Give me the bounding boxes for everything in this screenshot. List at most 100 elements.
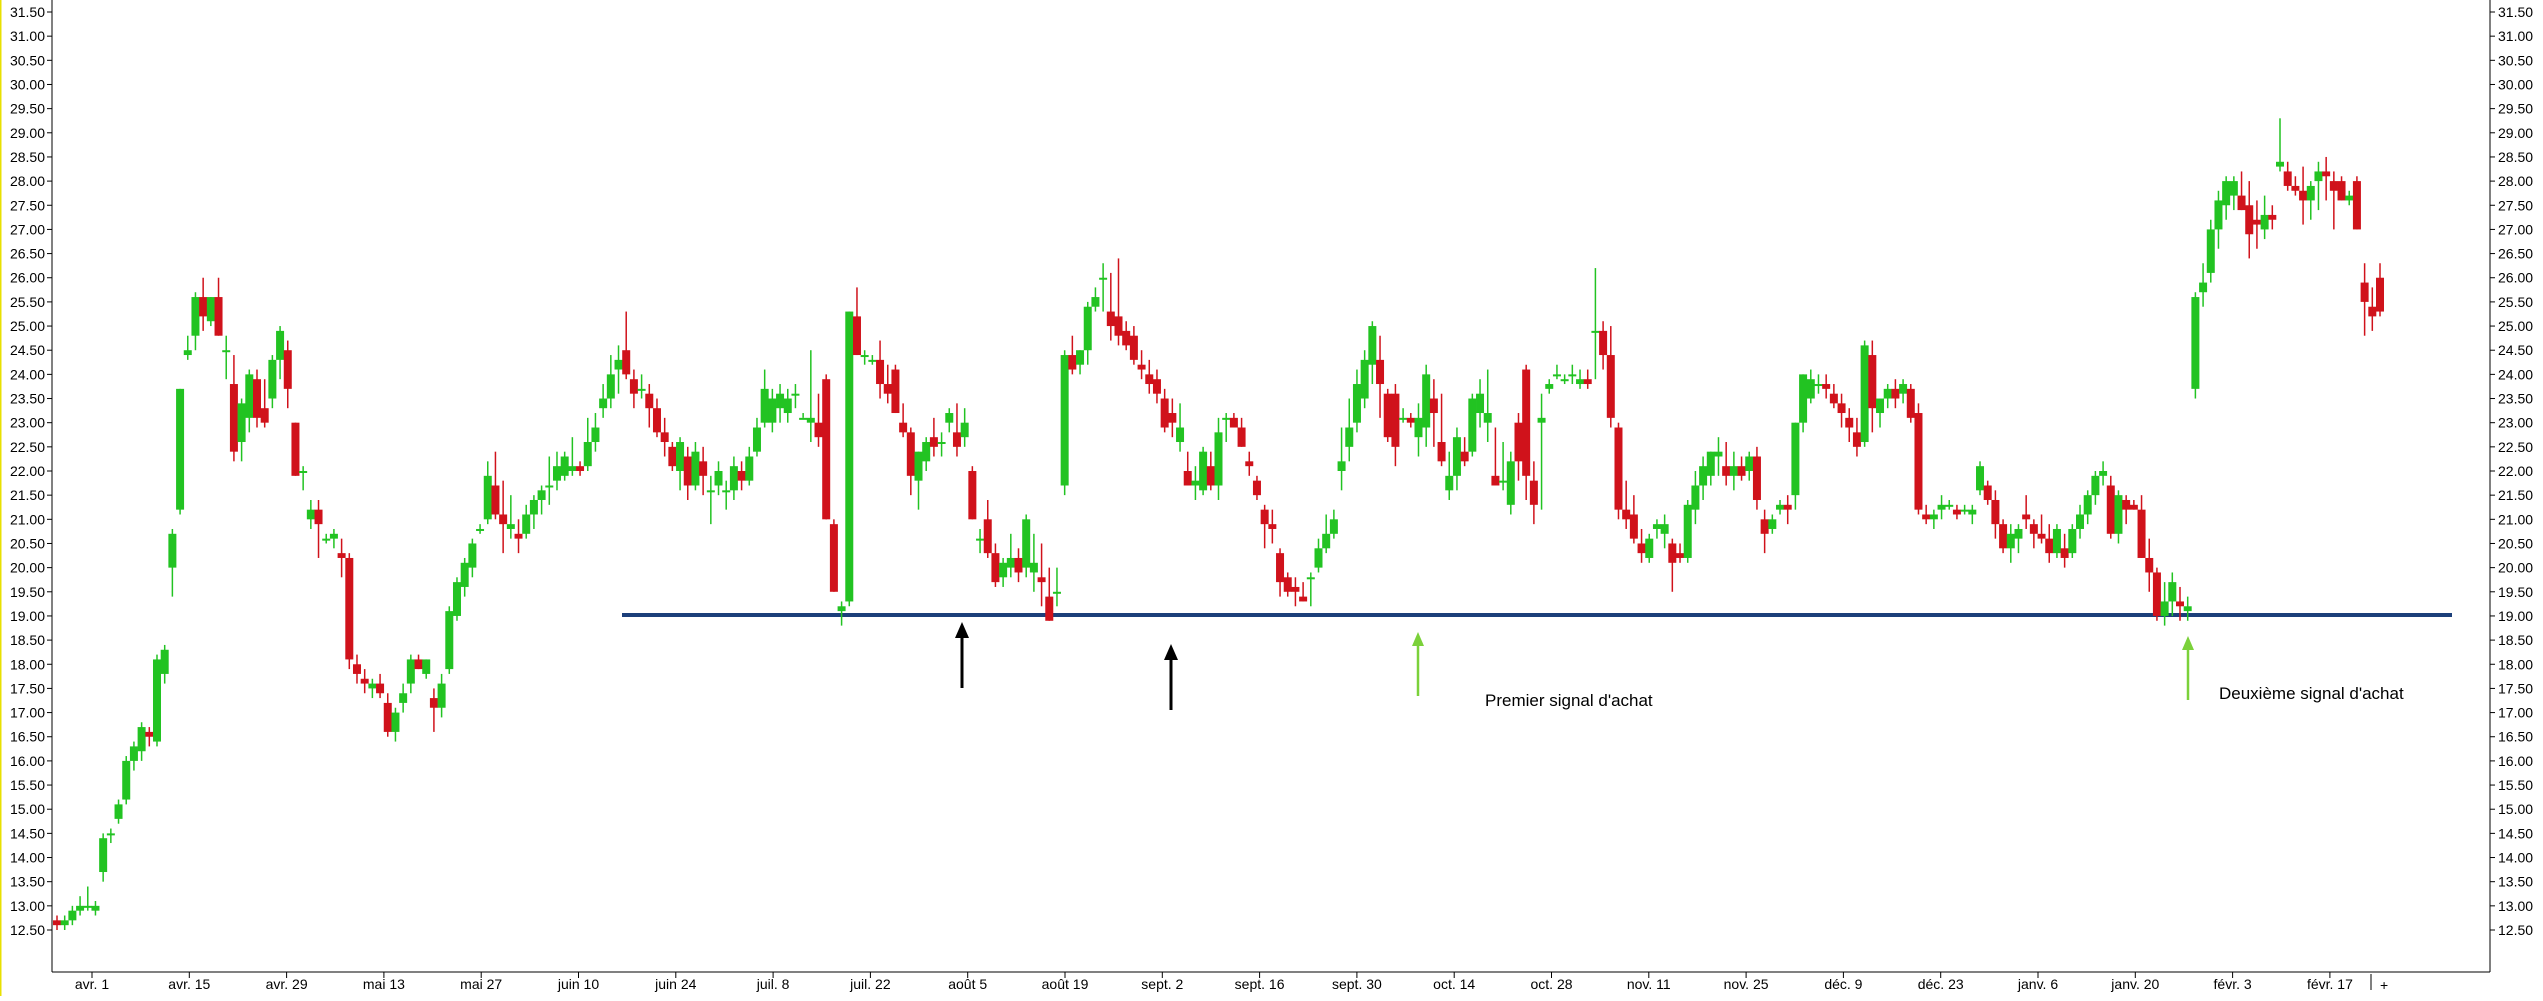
candle-body	[1222, 417, 1231, 420]
y-tick-label-left: 19.00	[10, 608, 45, 624]
candle-body	[822, 379, 831, 520]
candle-body	[2314, 171, 2323, 182]
candle-body	[1437, 442, 1446, 462]
candle-body	[583, 442, 592, 467]
y-tick-label-right: 22.00	[2498, 463, 2533, 479]
candle-body	[68, 910, 77, 921]
candle-body	[1352, 384, 1361, 423]
candle-body	[2052, 528, 2061, 554]
x-tick-label: nov. 11	[1627, 976, 1671, 992]
candle-body	[1160, 398, 1169, 428]
candle-body	[1029, 562, 1038, 573]
y-tick-label-right: 29.50	[2498, 101, 2533, 117]
candle-body	[852, 316, 861, 356]
candle-body	[1114, 316, 1123, 336]
y-tick-label-left: 27.00	[10, 221, 45, 237]
x-tick-label: sept. 2	[1141, 976, 1183, 992]
candle-body	[1468, 398, 1477, 452]
y-tick-label-right: 13.00	[2498, 898, 2533, 914]
candle-body	[591, 427, 600, 443]
candle-body	[683, 456, 692, 486]
candle-body	[2237, 195, 2246, 211]
candle-body	[1960, 509, 1969, 512]
candle-body	[1799, 374, 1808, 423]
candle-body	[1245, 461, 1254, 467]
candle-body	[768, 398, 777, 423]
candle-body	[1499, 480, 1508, 483]
candle-body	[2222, 181, 2231, 206]
candle-body	[1306, 577, 1315, 580]
y-tick-label-right: 14.00	[2498, 850, 2533, 866]
y-tick-label-left: 31.50	[10, 4, 45, 20]
candle-body	[2029, 524, 2038, 534]
candle-body	[222, 350, 231, 353]
candle-body	[1299, 596, 1308, 602]
candle-body	[83, 905, 92, 908]
candle-body	[560, 456, 569, 476]
candle-body	[1537, 417, 1546, 423]
candle-body	[2376, 277, 2384, 312]
y-tick-label-right: 14.50	[2498, 825, 2533, 841]
y-tick-label-right: 27.50	[2498, 197, 2533, 213]
candle-body	[1268, 524, 1277, 529]
y-tick-label-right: 17.00	[2498, 705, 2533, 721]
candle-body	[114, 804, 123, 819]
candle-body	[1422, 374, 1431, 428]
y-tick-label-left: 31.00	[10, 28, 45, 44]
x-tick-label: janv. 20	[2110, 976, 2159, 992]
candle-body	[537, 490, 546, 500]
y-tick-label-right: 13.50	[2498, 874, 2533, 890]
candle-body	[2191, 297, 2200, 389]
candle-body	[1091, 297, 1100, 307]
candle-body	[2152, 572, 2161, 616]
candle-body	[706, 490, 715, 493]
candle-body	[752, 427, 761, 452]
candle-body	[268, 359, 277, 399]
y-tick-label-left: 16.50	[10, 729, 45, 745]
candle-body	[1691, 485, 1700, 510]
y-tick-label-left: 20.00	[10, 560, 45, 576]
candle-body	[91, 905, 100, 911]
candle-body	[176, 388, 185, 510]
candle-body	[899, 422, 908, 433]
candle-body	[206, 297, 215, 322]
candle-body	[660, 432, 669, 443]
candle-body	[960, 422, 969, 438]
y-tick-label-right: 24.50	[2498, 342, 2533, 358]
candle-body	[1660, 524, 1669, 534]
candle-body	[891, 369, 900, 414]
candle-body	[791, 393, 800, 396]
candle-body	[868, 359, 877, 362]
candle-body	[691, 451, 700, 486]
candle-body	[1452, 437, 1461, 476]
candle-body	[1006, 557, 1015, 568]
candle-body	[599, 398, 608, 409]
candle-body	[522, 514, 531, 534]
candle-body	[652, 408, 661, 433]
y-tick-label-left: 14.50	[10, 825, 45, 841]
candle-body	[799, 417, 808, 420]
candle-body	[468, 543, 477, 568]
candle-body	[1152, 379, 1161, 394]
candle-body	[1329, 519, 1338, 534]
candle-body	[829, 524, 838, 592]
candle-body	[1252, 480, 1261, 496]
y-tick-label-right: 22.50	[2498, 439, 2533, 455]
candle-body	[2345, 195, 2354, 201]
candle-body	[1937, 504, 1946, 510]
candle-body	[783, 398, 792, 414]
candle-body	[883, 384, 892, 394]
scroll-marker[interactable]: +	[2380, 977, 2388, 993]
candle-body	[1676, 553, 1685, 558]
y-tick-label-left: 15.50	[10, 777, 45, 793]
y-tick-label-right: 26.50	[2498, 246, 2533, 262]
candle-body	[929, 437, 938, 447]
y-tick-label-right: 24.00	[2498, 366, 2533, 382]
candle-body	[976, 538, 985, 541]
y-tick-label-right: 18.50	[2498, 632, 2533, 648]
candle-body	[2260, 214, 2269, 230]
candle-body	[291, 422, 300, 476]
x-tick-label: janv. 6	[2017, 976, 2058, 992]
candle-body	[1722, 466, 1731, 476]
candle-body	[1552, 374, 1561, 377]
